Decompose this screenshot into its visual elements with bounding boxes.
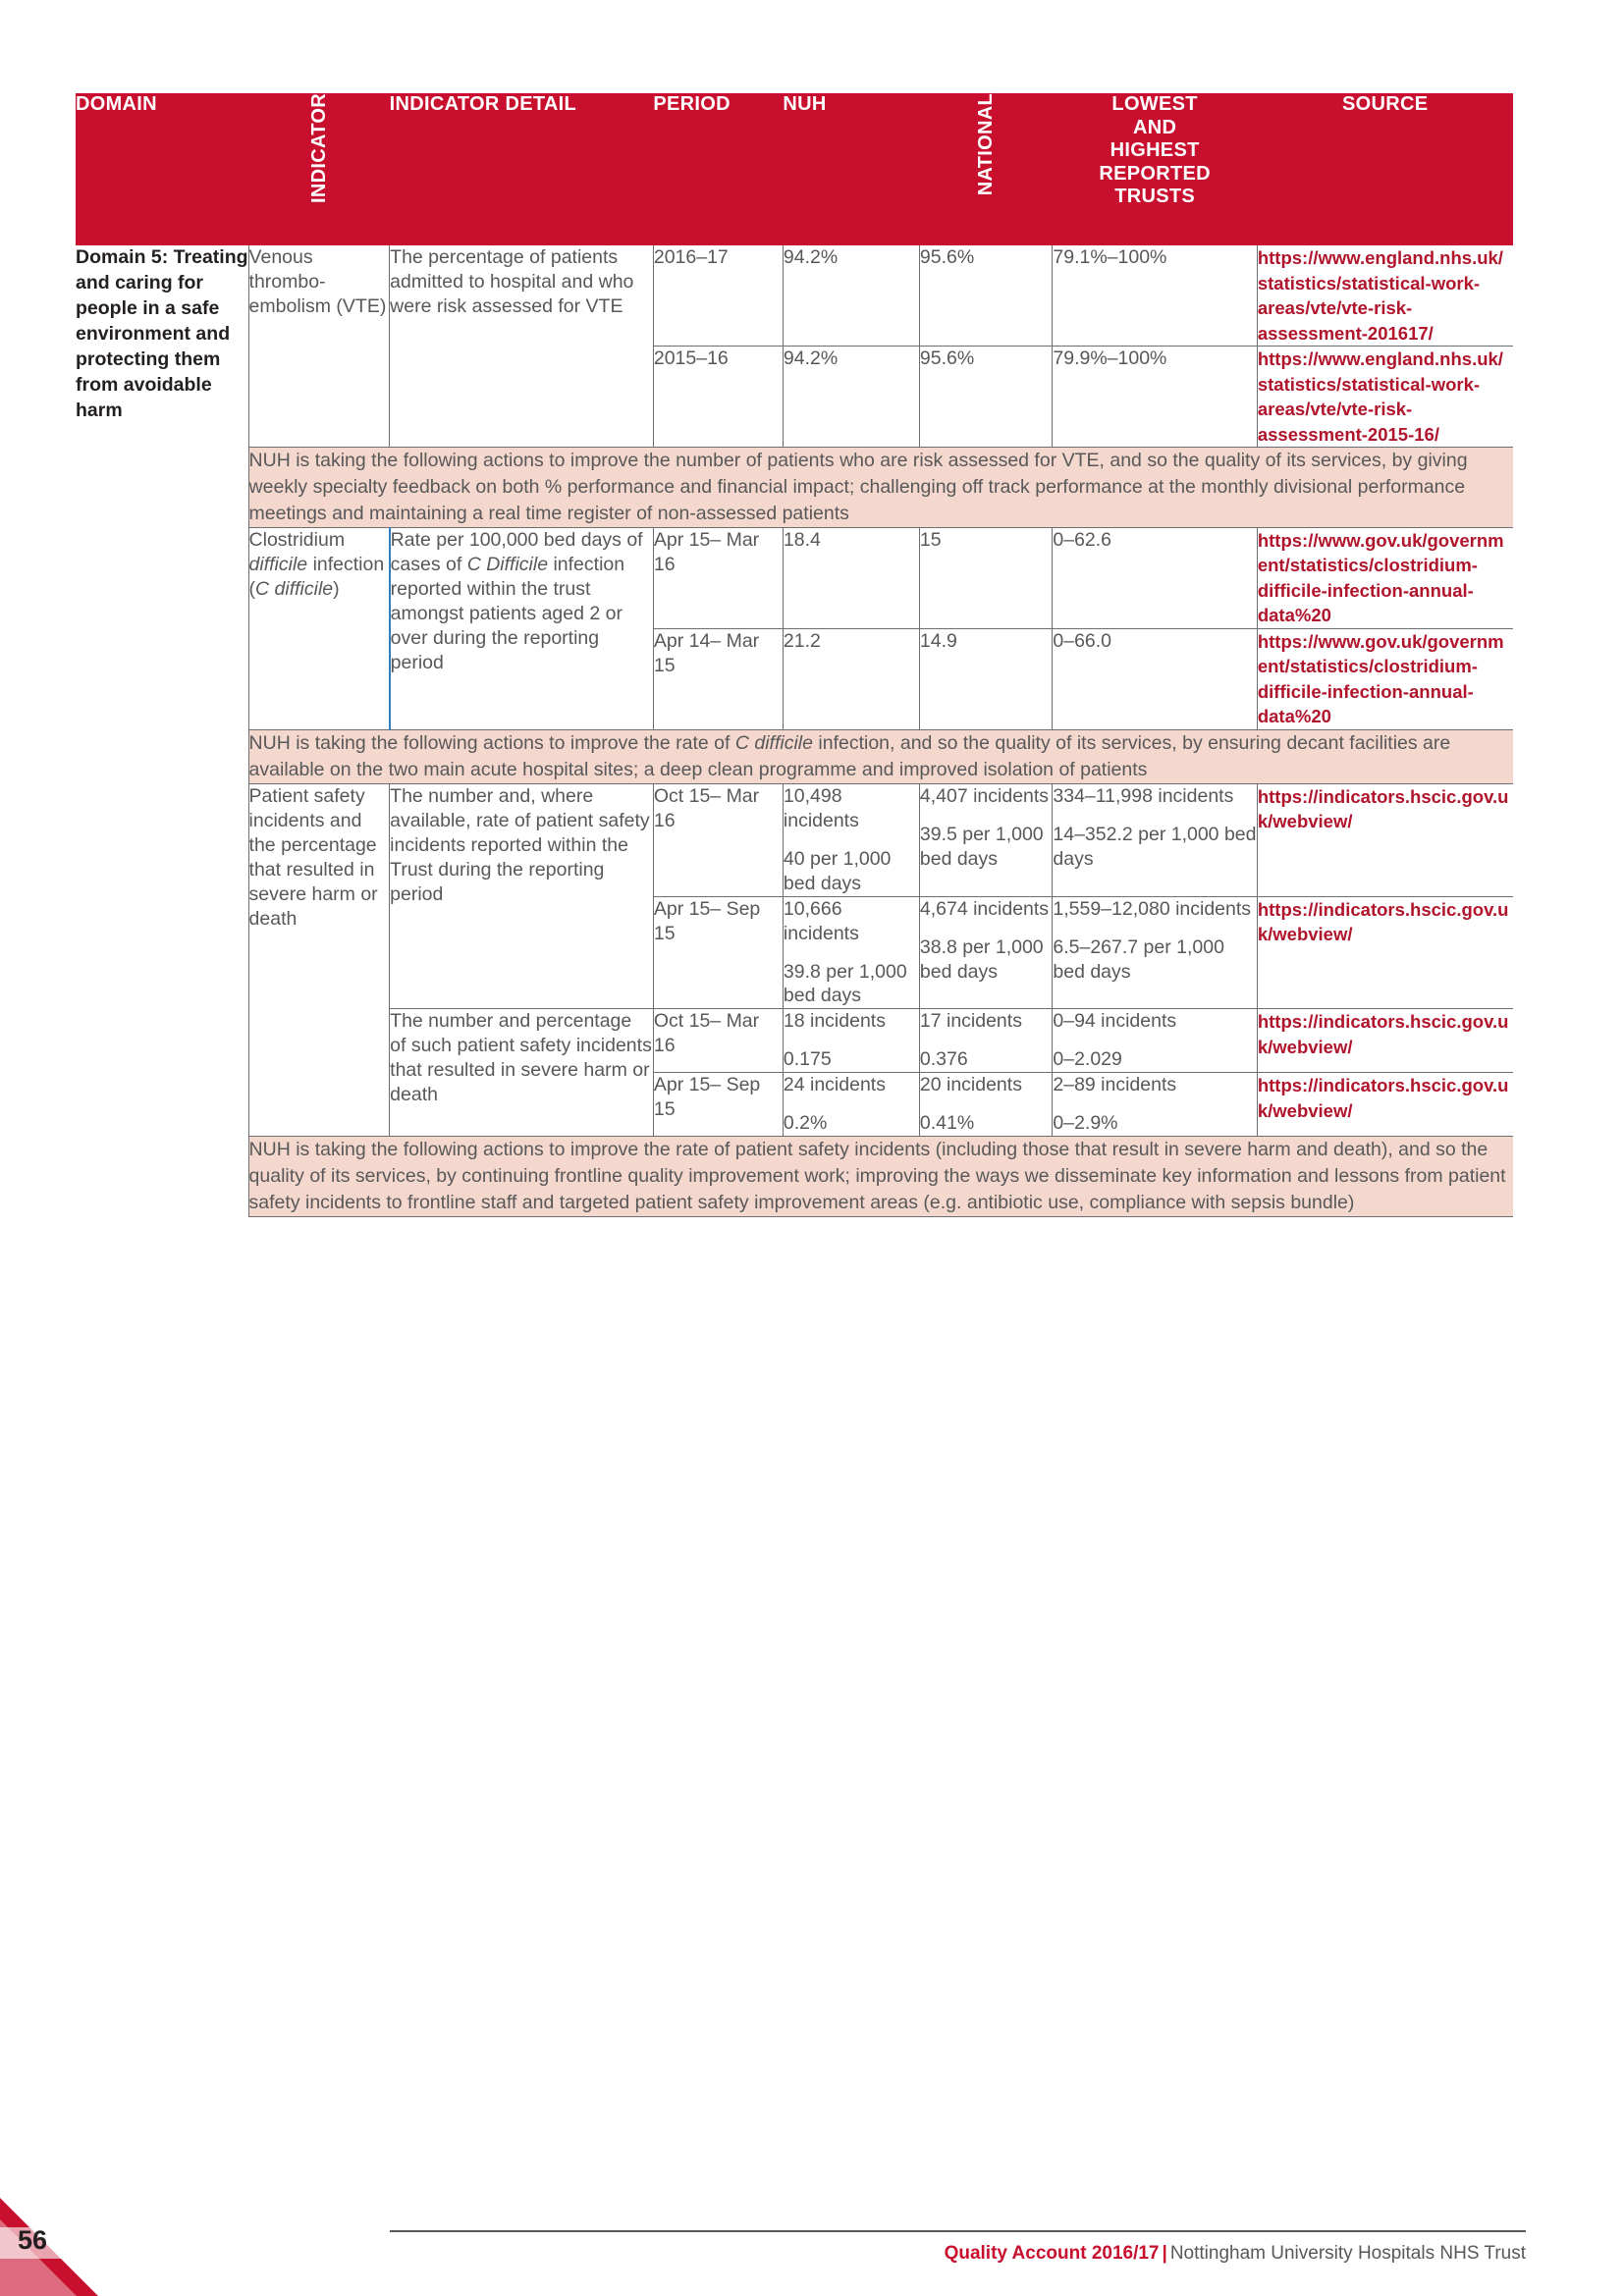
header-period: PERIOD — [653, 93, 784, 245]
footer-org: Nottingham University Hospitals NHS Trus… — [1169, 2243, 1526, 2264]
header-lh-line-5: TRUSTS — [1114, 186, 1196, 208]
range-cell: 2–89 incidents 0–2.9% — [1052, 1072, 1258, 1138]
range-cell: 334–11,998 incidents 14–352.2 per 1,000 b… — [1052, 783, 1258, 897]
table-row: Apr 15– Sep 15 24 incidents 0.2% 20 incid… — [76, 1072, 1513, 1138]
period-cell: Apr 14– Mar 15 — [653, 628, 784, 730]
header-domain: DOMAIN — [76, 93, 249, 245]
header-source: SOURCE — [1257, 93, 1513, 245]
source-link[interactable]: https://www.england.nhs.uk/statistics/st… — [1257, 346, 1513, 449]
header-indicator-label: INDICATOR — [307, 93, 330, 203]
national-cell: 20 incidents 0.41% — [919, 1072, 1054, 1138]
period-cell: Apr 15– Sep 15 — [653, 1072, 784, 1138]
header-lh-line-2: AND — [1132, 116, 1177, 138]
nuh-cell: 21.2 — [783, 628, 920, 730]
header-nuh: NUH — [783, 93, 920, 245]
period-cell: Apr 15– Mar 16 — [653, 527, 784, 629]
period-cell: 2015–16 — [653, 346, 784, 449]
national-cell: 4,407 incidents 39.5 per 1,000 bed days — [919, 783, 1054, 897]
source-link[interactable]: https://www.gov.uk/government/statistics… — [1257, 628, 1513, 730]
indicator-detail-ps-severe-harm: The number and percentage of such patien… — [389, 1008, 654, 1137]
indicator-detail-vte: The percentage of patients admitted to h… — [389, 245, 654, 448]
table-row: Apr 14– Mar 15 21.2 14.9 0–66.0 https://… — [76, 628, 1513, 730]
nuh-cell: 18 incidents 0.175 — [783, 1008, 920, 1074]
indicator-patient-safety: Patient safety incidents and the percent… — [248, 783, 391, 1137]
footer-divider — [390, 2230, 1526, 2232]
nuh-cell: 24 incidents 0.2% — [783, 1072, 920, 1138]
period-cell: Oct 15– Mar 16 — [653, 783, 784, 897]
range-cell: 79.9%–100% — [1052, 346, 1258, 449]
range-cell: 0–62.6 — [1052, 527, 1258, 629]
nuh-cell: 94.2% — [783, 346, 920, 449]
source-link[interactable]: https://www.england.nhs.uk/statistics/st… — [1257, 245, 1513, 347]
nuh-cell: 10,666 incidents 39.8 per 1,000 bed days — [783, 896, 920, 1010]
header-national-label: NATIONAL — [975, 93, 998, 196]
range-cell: 0–66.0 — [1052, 628, 1258, 730]
period-cell: Apr 15– Sep 15 — [653, 896, 784, 1010]
table-row: Domain 5: Treating and caring for people… — [76, 245, 1513, 1217]
range-cell: 1,559–12,080 incidents 6.5–267.7 per 1,00… — [1052, 896, 1258, 1010]
table-row-action: NUH is taking the following actions to i… — [76, 447, 1513, 528]
action-statement-vte: NUH is taking the following actions to i… — [248, 447, 1513, 528]
corner-band — [0, 2227, 110, 2259]
table-row: The number and percentage of such patien… — [76, 1008, 1513, 1137]
table-row: Apr 15– Sep 15 10,666 incidents 39.8 per … — [76, 896, 1513, 1010]
indicator-detail-c-difficile: Rate per 100,000 bed days of cases of C … — [388, 527, 654, 730]
indicator-vte: Venous thrombo-embolism (VTE) — [248, 245, 391, 448]
table-row: 2015–16 94.2% 95.6% 79.9%–100% https://w… — [76, 346, 1513, 449]
table-header-row: DOMAIN INDICATOR INDICATOR DETAIL PERIOD… — [76, 93, 1513, 245]
nuh-cell: 18.4 — [783, 527, 920, 629]
period-cell: 2016–17 — [653, 245, 784, 347]
table-row: Clostridium difficile infection (C diffi… — [76, 527, 1513, 730]
national-cell: 17 incidents 0.376 — [919, 1008, 1054, 1074]
footer-brand: Quality Account 2016/17 — [944, 2243, 1160, 2264]
national-cell: 14.9 — [919, 628, 1054, 730]
period-cell: Oct 15– Mar 16 — [653, 1008, 784, 1074]
footer-separator: | — [1162, 2243, 1167, 2264]
header-indicator: INDICATOR — [248, 93, 390, 245]
indicator-detail-ps-reported: The number and, where available, rate of… — [389, 783, 654, 1010]
table-row: Patient safety incidents and the percent… — [76, 783, 1513, 1137]
action-statement-patient-safety: NUH is taking the following actions to i… — [248, 1136, 1513, 1217]
source-link[interactable]: https://indicators.hscic.gov.uk/webview/ — [1257, 783, 1513, 897]
range-cell: 0–94 incidents 0–2.029 — [1052, 1008, 1258, 1074]
national-cell: 15 — [919, 527, 1054, 629]
nuh-cell: 10,498 incidents 40 per 1,000 bed days — [783, 783, 920, 897]
page-corner-decoration: 56 — [0, 2188, 110, 2296]
national-cell: 95.6% — [919, 346, 1054, 449]
header-lh-line-1: LOWEST — [1111, 93, 1198, 115]
domain-cell: Domain 5: Treating and caring for people… — [76, 245, 249, 1217]
header-lh-line-3: HIGHEST — [1110, 139, 1200, 162]
source-link[interactable]: https://indicators.hscic.gov.uk/webview/ — [1257, 1072, 1513, 1138]
national-cell: 95.6% — [919, 245, 1054, 347]
action-statement-c-difficile: NUH is taking the following actions to i… — [248, 728, 1513, 784]
header-lowest-highest-trusts: LOWEST AND HIGHEST REPORTED TRUSTS — [1052, 93, 1258, 245]
source-link[interactable]: https://indicators.hscic.gov.uk/webview/ — [1257, 1008, 1513, 1074]
quality-indicator-table: DOMAIN INDICATOR INDICATOR DETAIL PERIOD… — [76, 93, 1513, 1217]
header-indicator-detail: INDICATOR DETAIL — [389, 93, 654, 245]
header-national: NATIONAL — [919, 93, 1053, 245]
footer-text: Quality Account 2016/17 | Nottingham Unive… — [945, 2243, 1526, 2265]
page-number: 56 — [18, 2225, 48, 2255]
indicator-c-difficile: Clostridium difficile infection (C diffi… — [248, 527, 391, 730]
header-lh-line-4: REPORTED — [1099, 162, 1211, 185]
source-link[interactable]: https://indicators.hscic.gov.uk/webview/ — [1257, 896, 1513, 1010]
source-link[interactable]: https://www.gov.uk/government/statistics… — [1257, 527, 1513, 629]
range-cell: 79.1%–100% — [1052, 245, 1258, 347]
table-row-action: NUH is taking the following actions to i… — [76, 728, 1513, 784]
table-row-action: NUH is taking the following actions to i… — [76, 1136, 1513, 1217]
national-cell: 4,674 incidents 38.8 per 1,000 bed days — [919, 896, 1054, 1010]
nuh-cell: 94.2% — [783, 245, 920, 347]
